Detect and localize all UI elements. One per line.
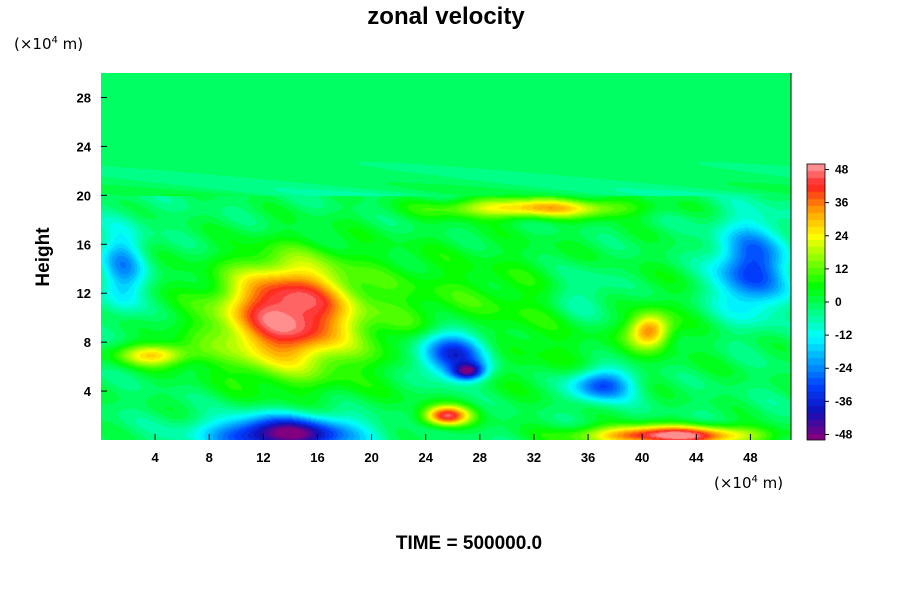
colorbar: 48 36 24 12 0 -12 -24 -36 -48 [806, 163, 853, 441]
colorbar-tick-label: 48 [835, 163, 849, 177]
velocity-field [101, 73, 791, 440]
x-tick-label: 8 [206, 450, 213, 465]
y-tick-label: 24 [77, 139, 92, 154]
x-tick-label: 28 [473, 450, 487, 465]
x-tick-label: 20 [364, 450, 378, 465]
x-tick-label: 12 [256, 450, 270, 465]
y-tick-label: 16 [77, 237, 91, 252]
y-tick-label: 12 [77, 286, 91, 301]
colorbar-tick-label: 12 [835, 262, 849, 276]
y-tick-label: 8 [84, 335, 91, 350]
y-axis-ticks: 4 8 12 16 20 24 28 [77, 90, 107, 399]
x-unit-suffix: m) [758, 474, 783, 492]
x-tick-label: 48 [743, 450, 757, 465]
y-axis-unit: (×104 m) [14, 35, 83, 53]
time-annotation: TIME = 500000.0 [396, 533, 542, 554]
x-tick-label: 32 [527, 450, 541, 465]
x-tick-label: 4 [152, 450, 160, 465]
y-axis-label: Height [33, 227, 54, 287]
x-tick-label: 36 [581, 450, 595, 465]
plot-area [101, 73, 792, 440]
x-tick-label: 44 [689, 450, 704, 465]
y-tick-label: 20 [77, 188, 91, 203]
colorbar-tick-label: -36 [835, 394, 853, 408]
x-unit-exponent: 4 [752, 474, 758, 485]
x-unit-prefix: (×10 [714, 474, 752, 492]
x-tick-label: 24 [418, 450, 433, 465]
x-tick-label: 40 [635, 450, 649, 465]
x-axis-unit: (×104 m) [714, 474, 783, 492]
colorbar-tick-label: 36 [835, 196, 849, 210]
colorbar-tick-label: 24 [835, 229, 849, 243]
x-axis-ticks: 4 8 12 16 20 24 28 32 36 40 44 48 [152, 434, 758, 465]
colorbar-tick-label: -48 [835, 427, 853, 441]
y-tick-label: 4 [84, 384, 92, 399]
colorbar-tick-label: -12 [835, 328, 853, 342]
colorbar-tick-label: -24 [835, 361, 853, 375]
y-unit-exponent: 4 [52, 35, 58, 46]
x-tick-label: 16 [310, 450, 324, 465]
y-tick-label: 28 [77, 90, 91, 105]
y-unit-prefix: (×10 [14, 35, 52, 53]
colorbar-gradient [807, 164, 825, 440]
y-unit-suffix: m) [58, 35, 83, 53]
colorbar-tick-label: 0 [835, 295, 842, 309]
colorbar-ticks: 48 36 24 12 0 -12 -24 -36 -48 [825, 163, 853, 441]
chart-title: zonal velocity [367, 3, 525, 30]
